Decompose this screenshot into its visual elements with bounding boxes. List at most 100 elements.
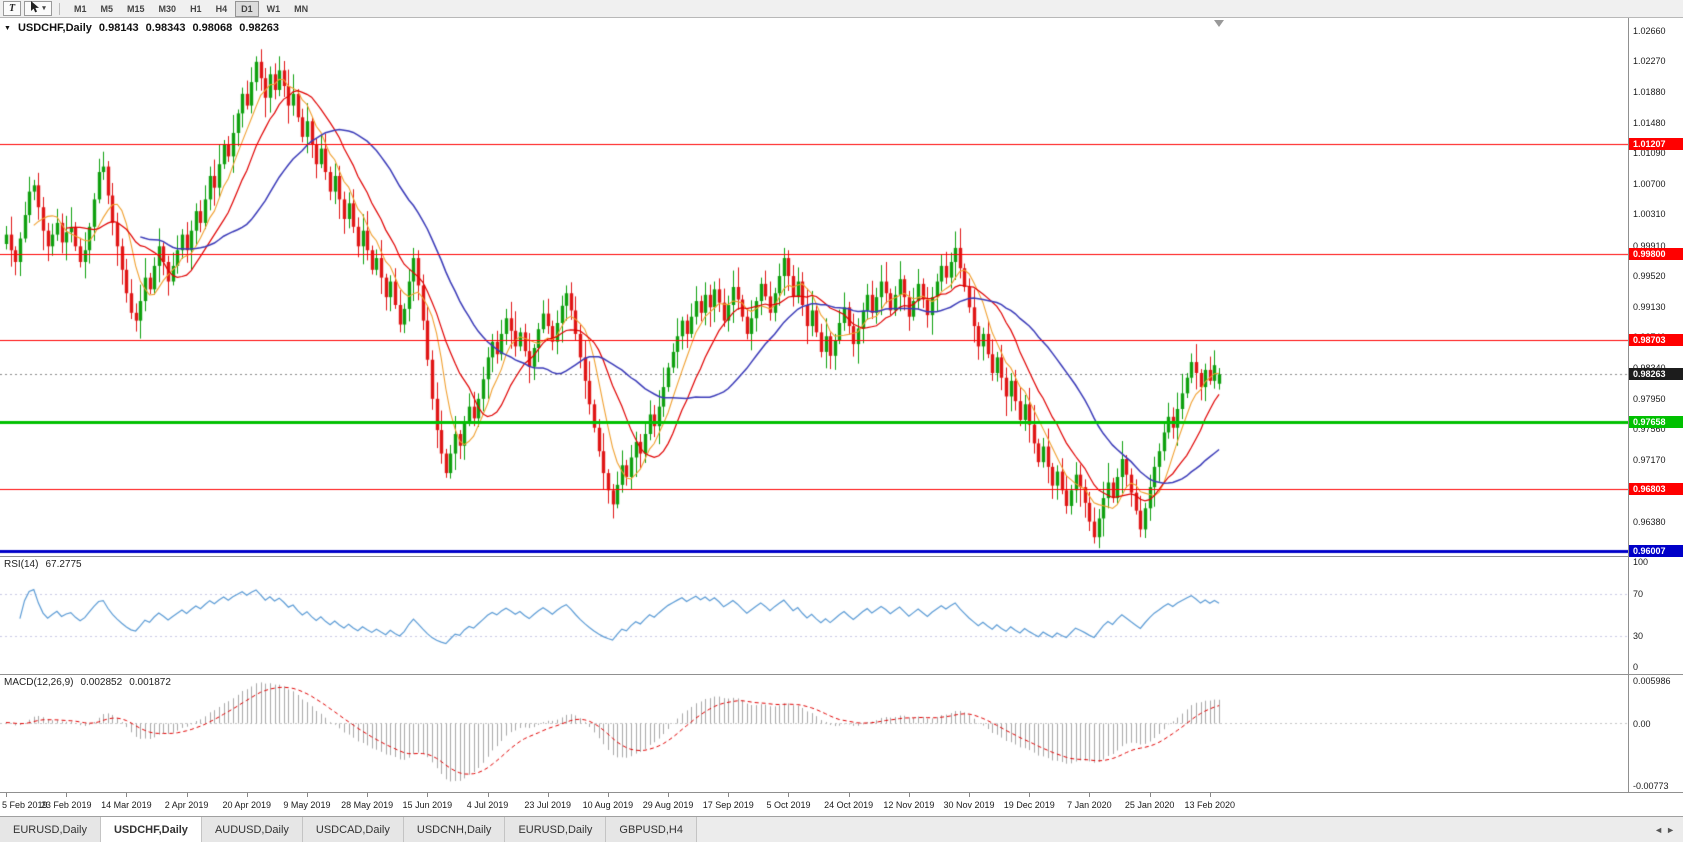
time-axis-tick [1029, 793, 1030, 797]
time-axis-tick [728, 793, 729, 797]
price-axis[interactable]: 1.02660 1.02270 1.01880 1.01480 1.01090 1.007… [1628, 18, 1683, 557]
time-axis-tick [788, 793, 789, 797]
time-axis-label: 10 Aug 2019 [582, 800, 634, 810]
time-axis-tick [247, 793, 248, 797]
chart-tab-eurusd-daily[interactable]: EURUSD,Daily [505, 817, 607, 842]
top-toolbar: T ▾ M1 M5 M15 M30 H1 H4 D1 W1 MN [0, 0, 1683, 18]
hline-price-tag: 0.99800 [1629, 248, 1683, 261]
time-axis-tick [668, 793, 669, 797]
price-axis-label: 0.98340 [1633, 363, 1666, 373]
chart-tab-eurusd-daily[interactable]: EURUSD,Daily [0, 817, 101, 842]
timeframe-button-h1[interactable]: H1 [184, 1, 208, 17]
ohlc-high: 0.98343 [145, 22, 186, 34]
chart-tab-bar: EURUSD,Daily USDCHF,Daily AUDUSD,Daily USDC… [0, 816, 1683, 842]
tab-scroll-left-button[interactable]: ◄ [1654, 824, 1664, 835]
rsi-label: RSI(14) 67.2775 [4, 559, 82, 570]
rsi-canvas[interactable] [0, 557, 1628, 674]
time-axis-tick [6, 793, 7, 797]
chart-shift-marker[interactable] [1214, 20, 1224, 27]
ohlc-low: 0.98068 [192, 22, 233, 34]
price-axis-label: 0.97950 [1633, 393, 1666, 404]
time-axis-label: 4 Jul 2019 [466, 800, 509, 810]
timeframe-button-d1[interactable]: D1 [235, 0, 259, 17]
time-axis-label: 7 Jan 2020 [1067, 800, 1112, 810]
rsi-name: RSI(14) [4, 559, 39, 570]
time-axis-label: 2 Apr 2019 [164, 800, 209, 810]
time-axis-tick [1089, 793, 1090, 797]
price-axis-label: 1.02660 [1633, 25, 1666, 36]
timeframe-button-w1[interactable]: W1 [261, 1, 287, 17]
chart-symbol-marker-icon: ▼ [4, 24, 11, 32]
hline-price-tag: 0.98703 [1629, 333, 1683, 346]
price-axis-label: 0.97560 [1633, 424, 1666, 435]
hline-price-tag: 0.97658 [1629, 415, 1683, 428]
chevron-down-icon: ▾ [42, 5, 46, 12]
timeframe-buttons: M1 M5 M15 M30 H1 H4 D1 W1 MN [67, 0, 315, 17]
text-tool-button[interactable]: T [3, 1, 21, 16]
macd-main-value: 0.002852 [80, 677, 123, 688]
time-axis-label: 12 Nov 2019 [883, 800, 935, 810]
time-axis-label: 14 Mar 2019 [101, 800, 152, 810]
time-axis-tick [969, 793, 970, 797]
time-axis-tick [488, 793, 489, 797]
time-axis-label: 23 Jul 2019 [524, 800, 571, 810]
chart-tab-usdcad-daily[interactable]: USDCAD,Daily [302, 817, 404, 842]
chart-tab-usdchf-daily[interactable]: USDCHF,Daily [100, 817, 202, 842]
timeframe-button-m30[interactable]: M30 [153, 1, 183, 17]
time-axis-tick [427, 793, 428, 797]
chart-tab-gbpusd-h4[interactable]: GBPUSD,H4 [606, 817, 697, 842]
time-axis-tick [608, 793, 609, 797]
price-axis-label: 0.99520 [1633, 271, 1666, 282]
timeframe-button-m15[interactable]: M15 [121, 1, 151, 17]
price-chart-canvas[interactable] [0, 18, 1628, 556]
time-axis-label: 15 Jun 2019 [402, 800, 453, 810]
time-axis-label: 30 Nov 2019 [943, 800, 995, 810]
tab-scroll-right-button[interactable]: ► [1666, 824, 1675, 835]
time-axis-label: 23 Feb 2019 [40, 800, 92, 810]
macd-axis-label: 0.00 [1633, 718, 1651, 729]
timeframe-button-h4[interactable]: H4 [210, 1, 234, 17]
time-axis-label: 5 Feb 2019 [2, 800, 48, 810]
price-chart-panel: ▼ USDCHF,Daily 0.98143 0.98343 0.98068 0… [0, 18, 1683, 557]
hline-price-tag: 1.01207 [1629, 138, 1683, 151]
macd-axis-label: -0.00773 [1633, 781, 1669, 791]
macd-canvas[interactable] [0, 675, 1628, 792]
price-axis-label: 1.00700 [1633, 178, 1666, 189]
price-axis-label: 1.00310 [1633, 209, 1666, 220]
time-axis-tick [367, 793, 368, 797]
rsi-panel: RSI(14) 67.2775 100 70 30 0 [0, 556, 1683, 674]
price-axis-label: 0.99910 [1633, 240, 1666, 251]
time-axis[interactable]: 5 Feb 2019 23 Feb 2019 14 Mar 2019 2 Apr 20… [0, 792, 1683, 816]
timeframe-button-m1[interactable]: M1 [68, 1, 93, 17]
timeframe-button-mn[interactable]: MN [288, 1, 314, 17]
time-axis-tick [849, 793, 850, 797]
time-axis-tick [66, 793, 67, 797]
rsi-axis[interactable]: 100 70 30 0 [1628, 557, 1683, 674]
cursor-arrow-icon [30, 1, 40, 16]
time-axis-label: 5 Oct 2019 [766, 800, 811, 810]
macd-name: MACD(12,26,9) [4, 677, 74, 688]
chart-tabs: EURUSD,Daily USDCHF,Daily AUDUSD,Daily USDC… [0, 817, 697, 842]
pointer-tool-button[interactable]: ▾ [24, 1, 52, 16]
time-axis-tick [187, 793, 188, 797]
chart-tab-audusd-daily[interactable]: AUDUSD,Daily [201, 817, 303, 842]
time-axis-label: 9 May 2019 [283, 800, 331, 810]
chart-tab-usdcnh-daily[interactable]: USDCNH,Daily [403, 817, 506, 842]
tab-scroll-controls: ◄ ► [1646, 817, 1683, 842]
rsi-value: 67.2775 [45, 559, 82, 570]
macd-axis-label: 0.005986 [1633, 676, 1671, 686]
chart-title: ▼ USDCHF,Daily 0.98143 0.98343 0.98068 0… [4, 22, 279, 34]
macd-axis[interactable]: 0.005986 0.00 -0.00773 [1628, 675, 1683, 792]
price-axis-label: 0.96380 [1633, 516, 1666, 527]
time-axis-label: 29 Aug 2019 [642, 800, 694, 810]
time-axis-tick [1210, 793, 1211, 797]
rsi-axis-label: 70 [1633, 588, 1644, 599]
ohlc-close: 0.98263 [239, 22, 279, 34]
timeframe-button-m5[interactable]: M5 [95, 1, 120, 17]
price-axis-label: 0.97170 [1633, 454, 1666, 465]
price-axis-label: 1.01880 [1633, 86, 1666, 97]
time-axis-label: 20 Apr 2019 [222, 800, 272, 810]
rsi-axis-label: 100 [1633, 557, 1649, 567]
time-axis-label: 17 Sep 2019 [702, 800, 754, 810]
